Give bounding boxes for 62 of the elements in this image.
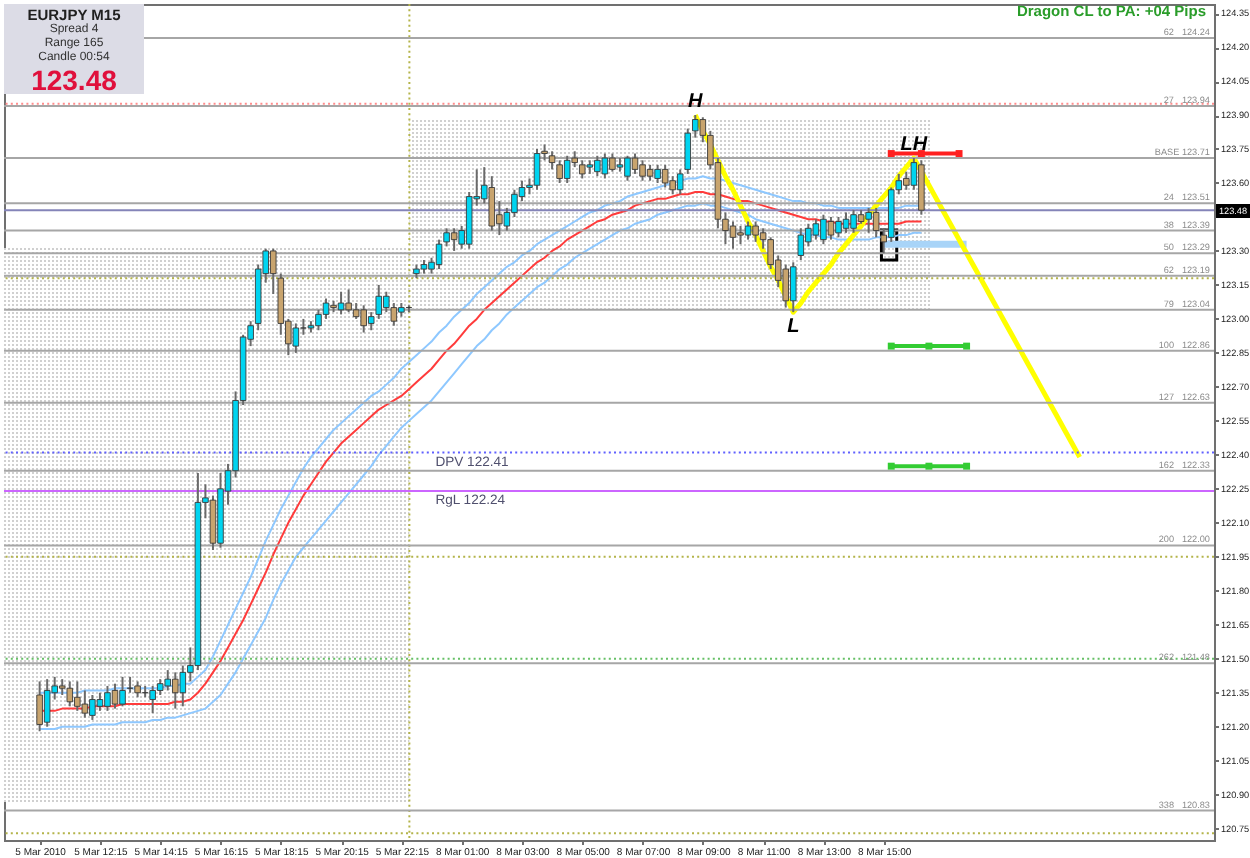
candlestick [579,159,586,180]
candlestick [66,680,74,708]
annotation: 123.48 [29,64,119,96]
candlestick [594,154,601,178]
candlestick [782,263,789,309]
candlestick [609,152,616,173]
candlestick [164,669,171,692]
point [887,342,895,350]
point [925,462,933,470]
annotation: H [688,91,705,114]
candlestick [104,684,111,712]
candlestick [292,322,300,354]
candlestick [149,684,156,715]
candlestick [631,152,639,175]
candlestick [337,290,345,316]
candlestick [601,152,609,180]
candlestick [81,689,89,719]
candlestick [96,691,104,712]
candlestick [835,215,842,239]
candlestick [790,261,797,314]
point [887,462,895,470]
candlestick [533,148,541,191]
candlestick [209,494,217,552]
candlestick [89,694,96,721]
candlestick [661,163,669,189]
point [963,462,971,470]
point [925,342,933,350]
candlestick [345,288,352,314]
candlestick [74,680,81,712]
annotation: LH [900,134,929,157]
candlestick [744,220,752,241]
point [955,150,963,157]
candlestick [450,227,458,252]
candlestick [111,682,119,710]
candlestick [172,671,179,710]
candlestick [812,218,820,241]
candlestick [488,175,496,232]
candlestick [639,159,646,182]
candlestick [563,154,571,184]
candlestick [556,159,563,184]
candlestick [119,675,126,708]
candlestick [820,213,827,246]
candlestick [850,209,857,234]
candlestick [737,225,744,246]
candlestick [624,154,631,182]
point [887,150,895,157]
candlestick [827,215,835,241]
point [917,150,925,157]
annotation: L [787,316,800,339]
candlestick [36,680,43,733]
candlestick [654,163,661,184]
candlestick [918,159,925,216]
candlestick [903,170,910,191]
candlestick [865,206,872,234]
point [963,342,971,350]
candlestick [360,304,367,334]
candlestick [322,297,330,320]
candlestick [729,220,737,250]
candlestick [43,678,51,728]
candlestick [842,211,850,234]
candlestick [797,227,805,262]
candlestick [752,220,759,243]
